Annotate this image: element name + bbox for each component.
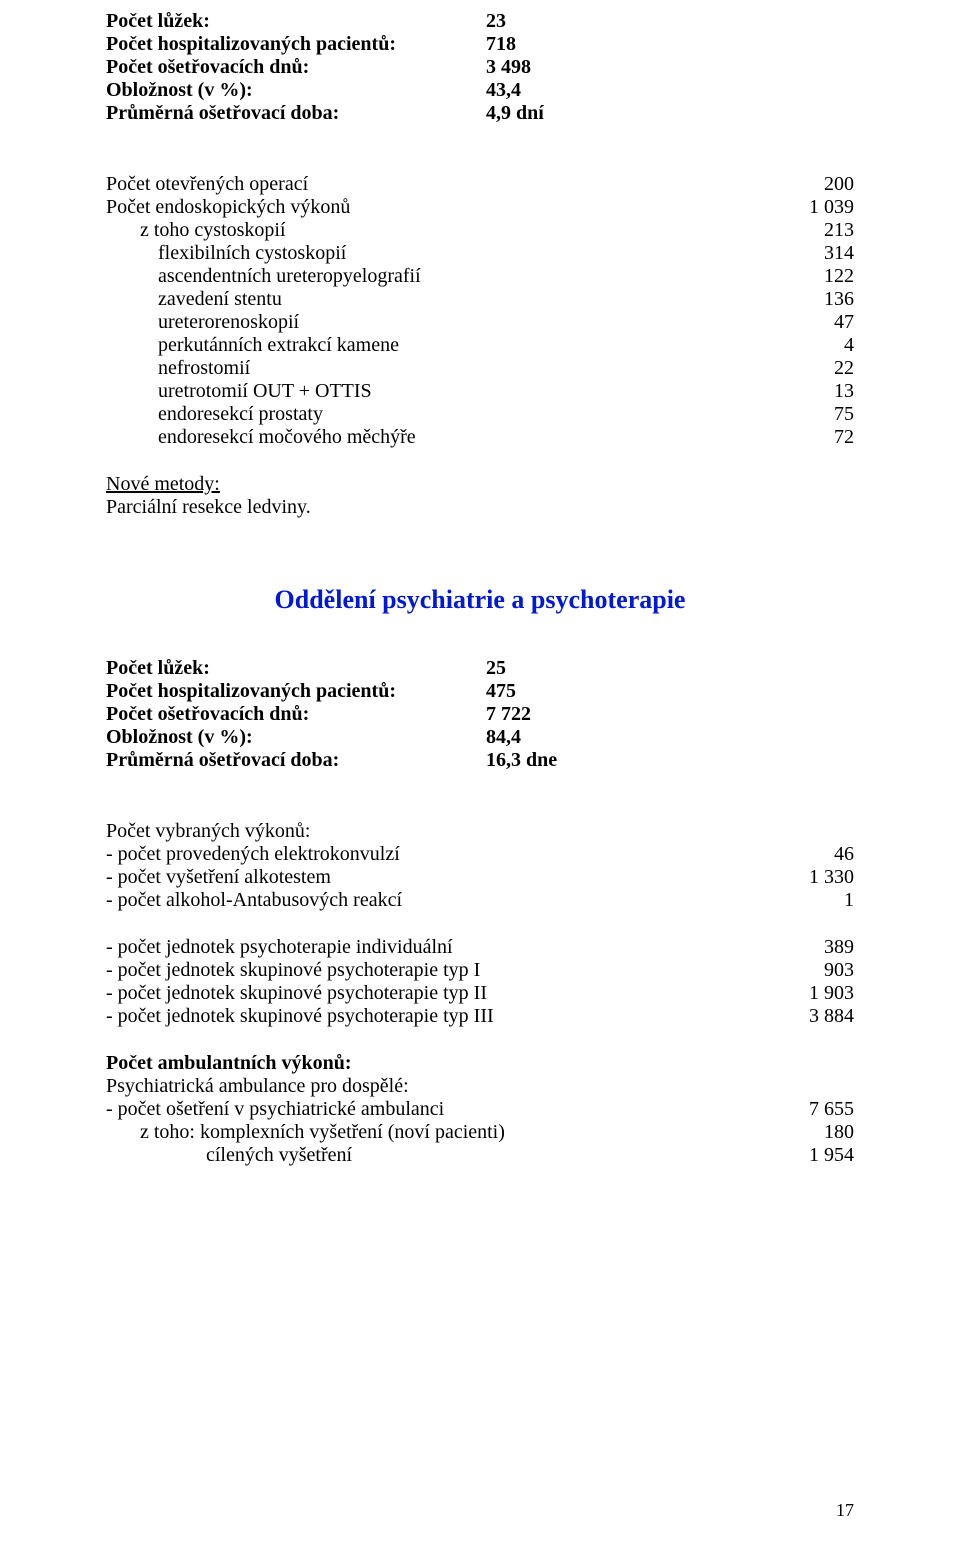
proc-item-label: flexibilních cystoskopií bbox=[106, 242, 764, 265]
proc-item-value: 122 bbox=[764, 265, 854, 288]
psychotherapy-value: 389 bbox=[764, 936, 854, 959]
proc-item-value: 13 bbox=[764, 380, 854, 403]
stats-label: Obložnost (v %): bbox=[106, 726, 486, 749]
proc-item-label: endoresekcí močového měchýře bbox=[106, 426, 764, 449]
ambulatory-label: - počet ošetření v psychiatrické ambulan… bbox=[106, 1098, 734, 1121]
stats-label: Počet ošetřovacích dnů: bbox=[106, 56, 486, 79]
proc-item-value: 47 bbox=[764, 311, 854, 334]
ambulatory-block: Počet ambulantních výkonů: Psychiatrická… bbox=[106, 1052, 854, 1167]
stats-value: 3 498 bbox=[486, 56, 531, 79]
stats-label: Průměrná ošetřovací doba: bbox=[106, 749, 486, 772]
proc-item-label: z toho cystoskopií bbox=[106, 219, 764, 242]
proc-label: Počet otevřených operací bbox=[106, 173, 764, 196]
psychotherapy-value: 1 903 bbox=[764, 982, 854, 1005]
proc-item-label: perkutánních extrakcí kamene bbox=[106, 334, 764, 357]
proc-item-value: 213 bbox=[764, 219, 854, 242]
selected-proc-label: - počet vyšetření alkotestem bbox=[106, 866, 764, 889]
stats-label: Počet ošetřovacích dnů: bbox=[106, 703, 486, 726]
stats-value: 43,4 bbox=[486, 79, 521, 102]
proc-item-label: endoresekcí prostaty bbox=[106, 403, 764, 426]
psychotherapy-label: - počet jednotek skupinové psychoterapie… bbox=[106, 959, 764, 982]
psychotherapy-value: 903 bbox=[764, 959, 854, 982]
proc-item-label: nefrostomií bbox=[106, 357, 764, 380]
methods-heading: Nové metody: bbox=[106, 473, 854, 496]
new-methods-block: Nové metody: Parciální resekce ledviny. bbox=[106, 473, 854, 519]
proc-item-value: 136 bbox=[764, 288, 854, 311]
ambulatory-heading: Počet ambulantních výkonů: bbox=[106, 1052, 854, 1075]
psychotherapy-label: - počet jednotek skupinové psychoterapie… bbox=[106, 982, 764, 1005]
proc-item-value: 72 bbox=[764, 426, 854, 449]
proc-item-label: ureterorenoskopií bbox=[106, 311, 764, 334]
ambulatory-value: 180 bbox=[734, 1121, 854, 1144]
page-container: Počet lůžek:23 Počet hospitalizovaných p… bbox=[0, 0, 960, 1167]
selected-proc-label: - počet alkohol-Antabusových reakcí bbox=[106, 889, 764, 912]
selected-proc-value: 1 bbox=[764, 889, 854, 912]
proc-item-label: uretrotomií OUT + OTTIS bbox=[106, 380, 764, 403]
ambulatory-value: 7 655 bbox=[734, 1098, 854, 1121]
stats-label: Průměrná ošetřovací doba: bbox=[106, 102, 486, 125]
selected-proc-value: 1 330 bbox=[764, 866, 854, 889]
psychotherapy-block: - počet jednotek psychoterapie individuá… bbox=[106, 936, 854, 1028]
methods-text: Parciální resekce ledviny. bbox=[106, 496, 854, 519]
stats-value: 84,4 bbox=[486, 726, 521, 749]
proc-item-label: zavedení stentu bbox=[106, 288, 764, 311]
selected-proc-value: 46 bbox=[764, 843, 854, 866]
stats-value: 23 bbox=[486, 10, 506, 33]
proc-value: 1 039 bbox=[764, 196, 854, 219]
stats-value: 7 722 bbox=[486, 703, 531, 726]
proc-value: 200 bbox=[764, 173, 854, 196]
ambulatory-label: cílených vyšetření bbox=[106, 1144, 734, 1167]
stats-label: Počet hospitalizovaných pacientů: bbox=[106, 33, 486, 56]
stats-label: Počet lůžek: bbox=[106, 10, 486, 33]
ambulatory-label: z toho: komplexních vyšetření (noví paci… bbox=[106, 1121, 734, 1144]
proc-item-value: 75 bbox=[764, 403, 854, 426]
proc-item-value: 314 bbox=[764, 242, 854, 265]
stats-label: Počet lůžek: bbox=[106, 657, 486, 680]
selected-proc-label: - počet provedených elektrokonvulzí bbox=[106, 843, 764, 866]
page-number: 17 bbox=[836, 1500, 854, 1521]
section-title: Oddělení psychiatrie a psychoterapie bbox=[106, 567, 854, 633]
psychotherapy-label: - počet jednotek skupinové psychoterapie… bbox=[106, 1005, 764, 1028]
ambulatory-value: 1 954 bbox=[734, 1144, 854, 1167]
stats-value: 16,3 dne bbox=[486, 749, 557, 772]
procedures-block: Počet otevřených operací200 Počet endosk… bbox=[106, 173, 854, 449]
stats-value: 4,9 dní bbox=[486, 102, 544, 125]
selected-procedures-heading: Počet vybraných výkonů: bbox=[106, 820, 854, 843]
stats-value: 475 bbox=[486, 680, 516, 703]
stats-value: 718 bbox=[486, 33, 516, 56]
stats-label: Počet hospitalizovaných pacientů: bbox=[106, 680, 486, 703]
stats-value: 25 bbox=[486, 657, 506, 680]
ambulatory-subheading: Psychiatrická ambulance pro dospělé: bbox=[106, 1075, 854, 1098]
stats-block-2: Počet lůžek:25 Počet hospitalizovaných p… bbox=[106, 657, 854, 772]
stats-label: Obložnost (v %): bbox=[106, 79, 486, 102]
proc-label: Počet endoskopických výkonů bbox=[106, 196, 764, 219]
psychotherapy-label: - počet jednotek psychoterapie individuá… bbox=[106, 936, 764, 959]
psychotherapy-value: 3 884 bbox=[764, 1005, 854, 1028]
proc-item-value: 22 bbox=[764, 357, 854, 380]
proc-item-label: ascendentních ureteropyelografií bbox=[106, 265, 764, 288]
proc-item-value: 4 bbox=[764, 334, 854, 357]
selected-procedures-block: Počet vybraných výkonů: - počet proveden… bbox=[106, 820, 854, 912]
stats-block-1: Počet lůžek:23 Počet hospitalizovaných p… bbox=[106, 10, 854, 125]
